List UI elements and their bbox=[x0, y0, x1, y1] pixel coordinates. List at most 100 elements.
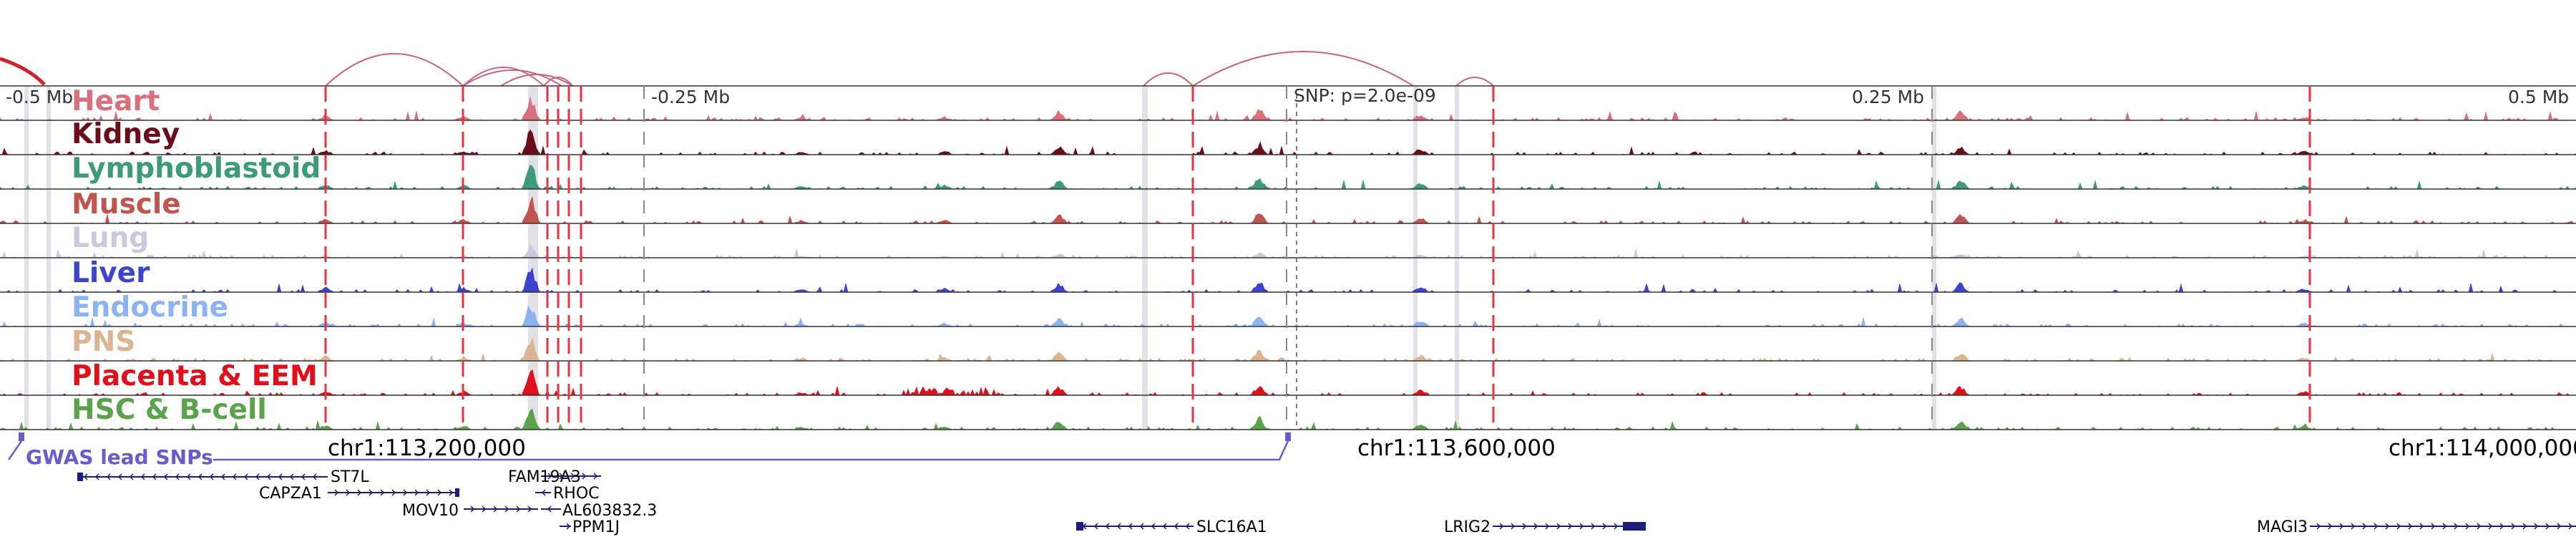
gene-strand-arrow bbox=[380, 489, 385, 496]
signal-track-area bbox=[0, 369, 2576, 397]
track-label-lymphoblastoid: Lymphoblastoid bbox=[72, 153, 321, 185]
gene-strand-arrow bbox=[1116, 523, 1121, 530]
gene-strand-arrow bbox=[2339, 523, 2344, 530]
gene-strand-arrow bbox=[566, 523, 571, 530]
gene-strand-arrow bbox=[2477, 523, 2482, 530]
gene-strand-arrow bbox=[1174, 523, 1179, 530]
gene-strand-arrow bbox=[346, 489, 351, 496]
snp-pvalue-label: SNP: p=2.0e-09 bbox=[1294, 85, 1436, 106]
gene-strand-arrow bbox=[1602, 523, 1607, 530]
gene-strand-arrow bbox=[449, 489, 454, 496]
gene-strand-arrow bbox=[493, 505, 498, 513]
signal-track-area bbox=[0, 243, 2576, 258]
gene-strand-arrow bbox=[1591, 523, 1596, 530]
gene-strand-arrow bbox=[2385, 523, 2390, 530]
gene-strand-arrow bbox=[482, 505, 487, 513]
gene-strand-arrow bbox=[541, 489, 546, 496]
gene-strand-arrow bbox=[1128, 523, 1133, 530]
loop-arc bbox=[1192, 51, 1414, 87]
gene-strand-arrow bbox=[426, 489, 431, 496]
loop-arc bbox=[1143, 72, 1194, 87]
signal-track-area bbox=[0, 164, 2576, 190]
gene-strand-arrow bbox=[2328, 523, 2333, 530]
gene-label-capza1: CAPZA1 bbox=[259, 485, 322, 503]
track-label-pns: PNS bbox=[72, 326, 136, 358]
signal-track-area bbox=[0, 408, 2576, 430]
gene-strand-arrow bbox=[357, 489, 362, 496]
distance-label-right-far: 0.5 Mb bbox=[2508, 87, 2570, 107]
track-label-endocrine: Endocrine bbox=[72, 291, 229, 324]
coordinate-label-3: chr1:114,000,000 bbox=[2389, 435, 2576, 461]
track-label-placenta: Placenta & EEM bbox=[72, 360, 318, 392]
gene-strand-arrow bbox=[129, 473, 134, 480]
track-label-muscle: Muscle bbox=[72, 188, 181, 221]
chromatin-loop-arcs bbox=[0, 51, 1494, 87]
gene-strand-arrow bbox=[197, 473, 203, 480]
gene-label-rhoc: RHOC bbox=[553, 485, 600, 503]
signal-track-area bbox=[0, 96, 2576, 121]
gene-exon bbox=[455, 488, 459, 497]
gene-label-ppm1j: PPM1J bbox=[572, 518, 620, 536]
signal-track-area bbox=[0, 195, 2576, 224]
gene-strand-arrow bbox=[2488, 523, 2493, 530]
gene-strand-arrow bbox=[117, 473, 122, 480]
gene-exon bbox=[1623, 522, 1646, 531]
gene-strand-arrow bbox=[2499, 523, 2504, 530]
gene-strand-arrow bbox=[593, 473, 598, 480]
gene-strand-arrow bbox=[255, 473, 260, 480]
gene-strand-arrow bbox=[106, 473, 111, 480]
gene-strand-arrow bbox=[1162, 523, 1167, 530]
signal-tracks bbox=[0, 85, 2576, 430]
gene-strand-arrow bbox=[1511, 523, 1516, 530]
gene-strand-arrow bbox=[2545, 523, 2550, 530]
gene-strand-arrow bbox=[1185, 523, 1190, 530]
gene-annotation-track bbox=[77, 473, 2576, 531]
marker-lines bbox=[324, 86, 2311, 430]
gene-strand-arrow bbox=[391, 489, 396, 496]
gene-strand-arrow bbox=[369, 489, 374, 496]
coordinate-label-1: chr1:113,200,000 bbox=[328, 435, 526, 461]
signal-track-area bbox=[0, 267, 2576, 293]
gene-strand-arrow bbox=[547, 505, 552, 513]
gene-strand-arrow bbox=[527, 505, 532, 513]
gwas-snp-marker bbox=[19, 432, 24, 441]
distance-label-left-near: -0.25 Mb bbox=[651, 87, 731, 107]
gene-strand-arrow bbox=[2511, 523, 2516, 530]
gene-strand-arrow bbox=[2351, 523, 2356, 530]
gene-strand-arrow bbox=[2316, 523, 2321, 530]
loop-arc bbox=[0, 57, 46, 86]
gene-strand-arrow bbox=[1522, 523, 1527, 530]
gene-strand-arrow bbox=[1556, 523, 1561, 530]
signal-track-area bbox=[0, 305, 2576, 327]
gene-strand-arrow bbox=[547, 473, 552, 480]
gene-strand-arrow bbox=[570, 473, 575, 480]
gene-strand-arrow bbox=[175, 473, 180, 480]
gene-strand-arrow bbox=[1568, 523, 1573, 530]
gene-strand-arrow bbox=[266, 473, 271, 480]
gene-strand-arrow bbox=[582, 473, 587, 480]
gene-exon bbox=[77, 473, 83, 481]
track-label-liver: Liver bbox=[72, 257, 150, 289]
gene-strand-arrow bbox=[83, 473, 88, 480]
gene-strand-arrow bbox=[414, 489, 419, 496]
gene-strand-arrow bbox=[209, 473, 214, 480]
track-label-heart: Heart bbox=[72, 85, 160, 117]
gwas-connector bbox=[7, 440, 23, 460]
coordinate-label-2: chr1:113,600,000 bbox=[1357, 435, 1556, 461]
track-label-kidney: Kidney bbox=[72, 118, 180, 150]
gene-strand-arrow bbox=[1545, 523, 1550, 530]
distance-label-left-far: -0.5 Mb bbox=[6, 87, 74, 107]
gene-strand-arrow bbox=[1499, 523, 1504, 530]
gene-strand-arrow bbox=[559, 473, 564, 480]
gene-strand-arrow bbox=[437, 489, 442, 496]
gene-strand-arrow bbox=[163, 473, 168, 480]
gwas-track-label: GWAS lead SNPs bbox=[26, 445, 213, 469]
gene-label-slc16a1: SLC16A1 bbox=[1196, 518, 1267, 536]
gene-strand-arrow bbox=[1579, 523, 1584, 530]
gene-strand-arrow bbox=[243, 473, 248, 480]
gene-strand-arrow bbox=[220, 473, 225, 480]
gene-label-fam19a3: FAM19A3 bbox=[508, 468, 581, 486]
loop-arc bbox=[500, 74, 573, 87]
loop-arc bbox=[1455, 77, 1494, 87]
gene-strand-arrow bbox=[94, 473, 99, 480]
